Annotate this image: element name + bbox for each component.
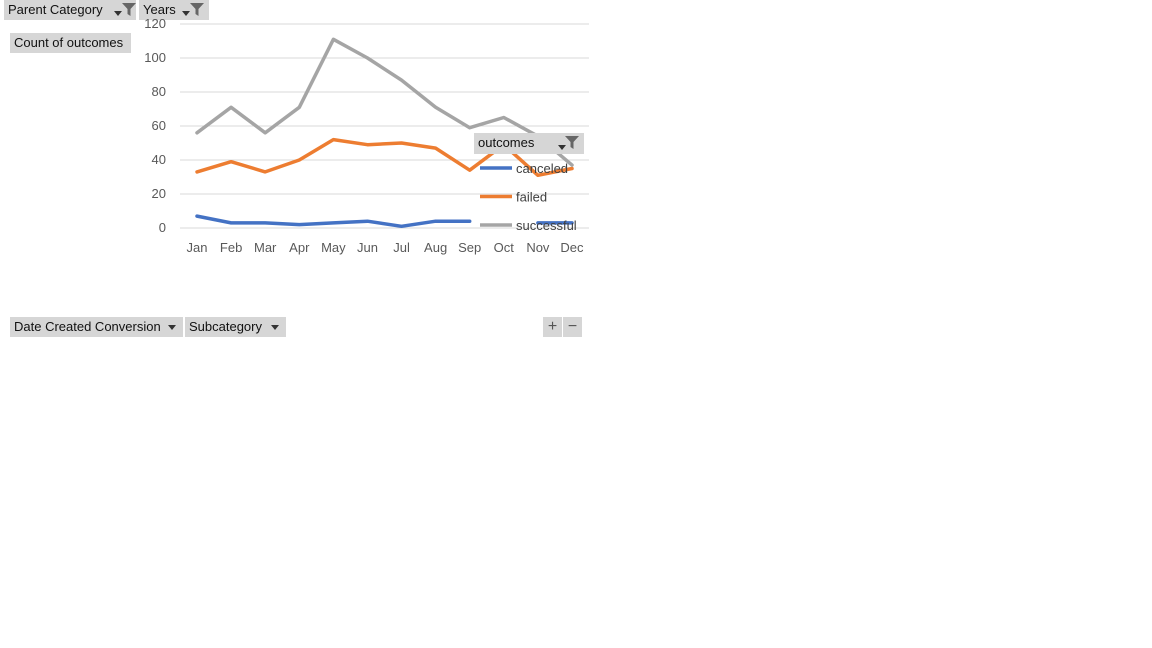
collapse-button[interactable]: − <box>563 317 582 337</box>
x-tick-label: Aug <box>424 240 447 255</box>
parent-category-filter-button[interactable]: Parent Category <box>4 0 136 20</box>
parent-category-label: Parent Category <box>8 2 103 17</box>
outcomes-legend-filter-button[interactable]: outcomes <box>474 133 584 154</box>
y-tick-label: 80 <box>152 84 166 99</box>
count-of-outcomes-field-button[interactable]: Count of outcomes <box>10 33 131 53</box>
x-tick-label: Apr <box>289 240 310 255</box>
chevron-down-icon <box>271 325 279 330</box>
x-tick-label: Oct <box>494 240 515 255</box>
y-tick-label: 60 <box>152 118 166 133</box>
line-chart: 0 20 40 60 80 100 120 Jan Feb Mar Apr May Jun Jul Aug… <box>144 16 589 255</box>
expand-button[interactable]: + <box>543 317 562 337</box>
y-tick-label: 0 <box>159 220 166 235</box>
legend-label-successful: successful <box>516 218 577 233</box>
chevron-down-icon <box>182 11 190 16</box>
y-tick-label: 20 <box>152 186 166 201</box>
x-tick-label: Mar <box>254 240 277 255</box>
x-tick-label: Jan <box>187 240 208 255</box>
plus-icon: + <box>547 318 558 335</box>
x-axis-ticks: Jan Feb Mar Apr May Jun Jul Aug Sep Oct Nov Dec <box>187 240 584 255</box>
legend-label-failed: failed <box>516 190 547 205</box>
funnel-icon <box>122 3 136 16</box>
funnel-icon <box>565 136 579 149</box>
x-tick-label: May <box>321 240 346 255</box>
date-created-conversion-field-button[interactable]: Date Created Conversion <box>10 317 183 337</box>
series-line-successful <box>195 37 574 167</box>
funnel-icon <box>190 3 204 16</box>
chevron-down-icon <box>114 11 122 16</box>
legend-entries: canceled failed successful <box>480 161 577 233</box>
chevron-down-icon <box>168 325 176 330</box>
x-tick-label: Dec <box>560 240 584 255</box>
y-tick-label: 100 <box>144 50 166 65</box>
x-tick-label: Jul <box>393 240 410 255</box>
legend-label-canceled: canceled <box>516 161 568 176</box>
minus-icon: − <box>567 318 578 335</box>
subcategory-field-button[interactable]: Subcategory <box>185 317 286 337</box>
years-label: Years <box>143 2 176 17</box>
x-tick-label: Sep <box>458 240 481 255</box>
subcategory-field-label: Subcategory <box>189 319 262 334</box>
x-tick-label: Nov <box>526 240 550 255</box>
y-tick-label: 120 <box>144 16 166 31</box>
date-field-label: Date Created Conversion <box>14 319 161 334</box>
legend-title: outcomes <box>478 135 535 150</box>
years-filter-button[interactable]: Years <box>139 0 209 20</box>
series-line-canceled <box>195 214 574 229</box>
y-axis-ticks: 0 20 40 60 80 100 120 <box>144 16 166 235</box>
y-tick-label: 40 <box>152 152 166 167</box>
x-tick-label: Feb <box>220 240 242 255</box>
chevron-down-icon <box>558 145 566 150</box>
values-field-label: Count of outcomes <box>14 35 124 50</box>
x-tick-label: Jun <box>357 240 378 255</box>
